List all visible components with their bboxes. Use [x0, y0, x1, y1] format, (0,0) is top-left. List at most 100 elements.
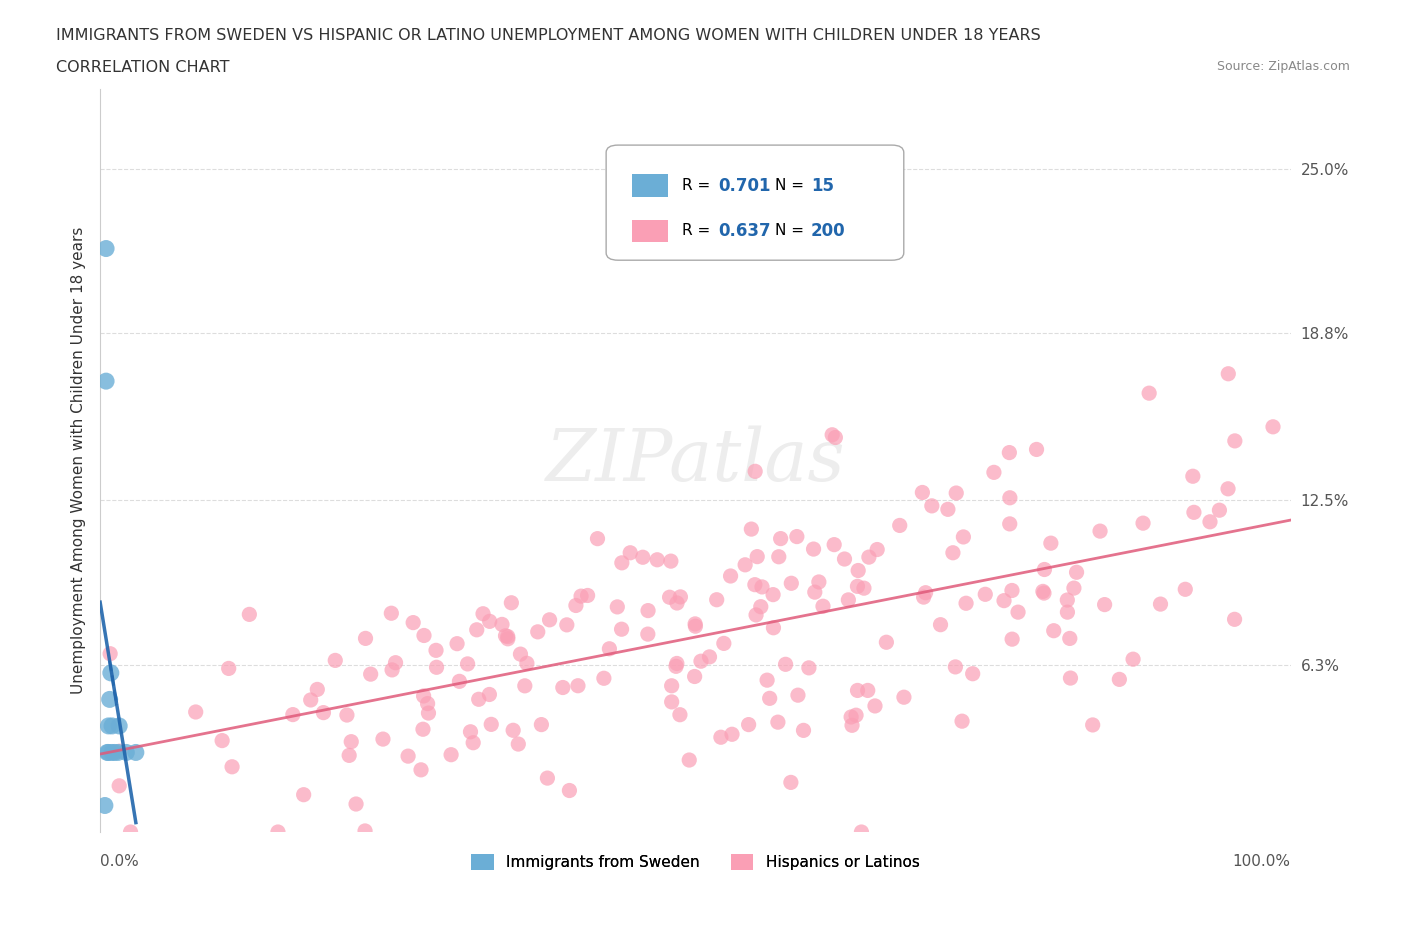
Point [661, 695, 683, 710]
Point [1039, 536, 1062, 551]
Point [1218, 366, 1240, 381]
Point [402, 615, 425, 630]
Point [598, 642, 620, 657]
FancyBboxPatch shape [606, 145, 904, 260]
Point [824, 430, 846, 445]
Point [631, 550, 654, 565]
Point [1056, 592, 1078, 607]
Point [645, 552, 668, 567]
Point [747, 550, 769, 565]
Point [834, 551, 856, 566]
Point [756, 672, 779, 687]
Point [797, 660, 820, 675]
Point [1223, 612, 1246, 627]
Text: R =: R = [682, 223, 716, 238]
Point [184, 705, 207, 720]
Point [120, 825, 142, 840]
Point [803, 541, 825, 556]
Point [893, 690, 915, 705]
Point [666, 595, 689, 610]
Point [661, 678, 683, 693]
Point [465, 622, 488, 637]
Point [567, 678, 589, 693]
Point [107, 745, 129, 760]
Point [637, 627, 659, 642]
Point [751, 579, 773, 594]
Point [1181, 469, 1204, 484]
Point [593, 671, 616, 685]
Point [721, 727, 744, 742]
Point [775, 657, 797, 671]
Point [1066, 565, 1088, 579]
Point [685, 618, 707, 633]
Point [418, 706, 440, 721]
Point [478, 614, 501, 629]
Point [846, 563, 869, 578]
Point [858, 550, 880, 565]
Point [1032, 584, 1054, 599]
Point [955, 596, 977, 611]
Point [929, 618, 952, 632]
Point [218, 661, 240, 676]
Point [659, 553, 682, 568]
Point [974, 587, 997, 602]
Point [97, 719, 120, 734]
Point [839, 710, 862, 724]
Text: Source: ZipAtlas.com: Source: ZipAtlas.com [1216, 60, 1350, 73]
Point [307, 682, 329, 697]
Point [569, 589, 592, 604]
Point [841, 718, 863, 733]
Point [101, 719, 124, 734]
Point [100, 666, 122, 681]
Point [565, 598, 588, 613]
Point [606, 600, 628, 615]
Point [94, 374, 117, 389]
Point [1059, 671, 1081, 685]
Point [440, 748, 463, 763]
Point [380, 605, 402, 620]
Point [713, 636, 735, 651]
Point [866, 542, 889, 557]
Point [381, 662, 404, 677]
Point [745, 607, 768, 622]
Point [496, 631, 519, 646]
Point [1081, 718, 1104, 733]
Point [619, 545, 641, 560]
Point [823, 538, 845, 552]
Point [446, 636, 468, 651]
Point [98, 692, 121, 707]
Point [706, 592, 728, 607]
Point [108, 778, 131, 793]
Point [96, 745, 118, 760]
Point [744, 578, 766, 592]
Point [720, 568, 742, 583]
Point [1033, 562, 1056, 577]
Point [1216, 482, 1239, 497]
Point [94, 241, 117, 256]
Point [1199, 514, 1222, 529]
Point [526, 624, 548, 639]
Point [766, 715, 789, 730]
Text: 200: 200 [811, 221, 845, 240]
Text: 100.0%: 100.0% [1233, 855, 1291, 870]
Point [425, 643, 447, 658]
Point [360, 667, 382, 682]
Point [1059, 631, 1081, 645]
Point [998, 516, 1021, 531]
Point [508, 737, 530, 751]
Point [669, 708, 692, 723]
Point [779, 775, 801, 790]
Point [914, 585, 936, 600]
Point [942, 545, 965, 560]
Point [558, 783, 581, 798]
Point [425, 660, 447, 675]
Point [1094, 597, 1116, 612]
Point [769, 531, 792, 546]
Point [737, 717, 759, 732]
Point [762, 620, 785, 635]
Point [299, 693, 322, 708]
Point [576, 588, 599, 603]
Point [412, 688, 434, 703]
Text: N =: N = [775, 179, 808, 193]
Point [495, 629, 517, 644]
